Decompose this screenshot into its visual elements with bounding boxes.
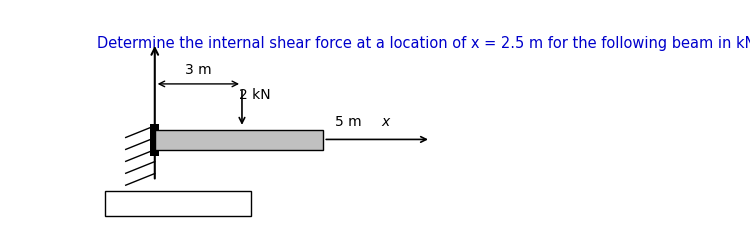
Bar (105, 191, 250, 216)
Text: 5 m: 5 m (335, 114, 362, 128)
Bar (150, 124, 160, 156)
Text: 2 kN: 2 kN (239, 88, 271, 102)
Bar (154, 130, 323, 150)
Text: 3 m: 3 m (185, 63, 211, 77)
Text: x: x (382, 114, 390, 128)
Text: Determine the internal shear force at a location of x = 2.5 m for the following : Determine the internal shear force at a … (97, 36, 750, 51)
